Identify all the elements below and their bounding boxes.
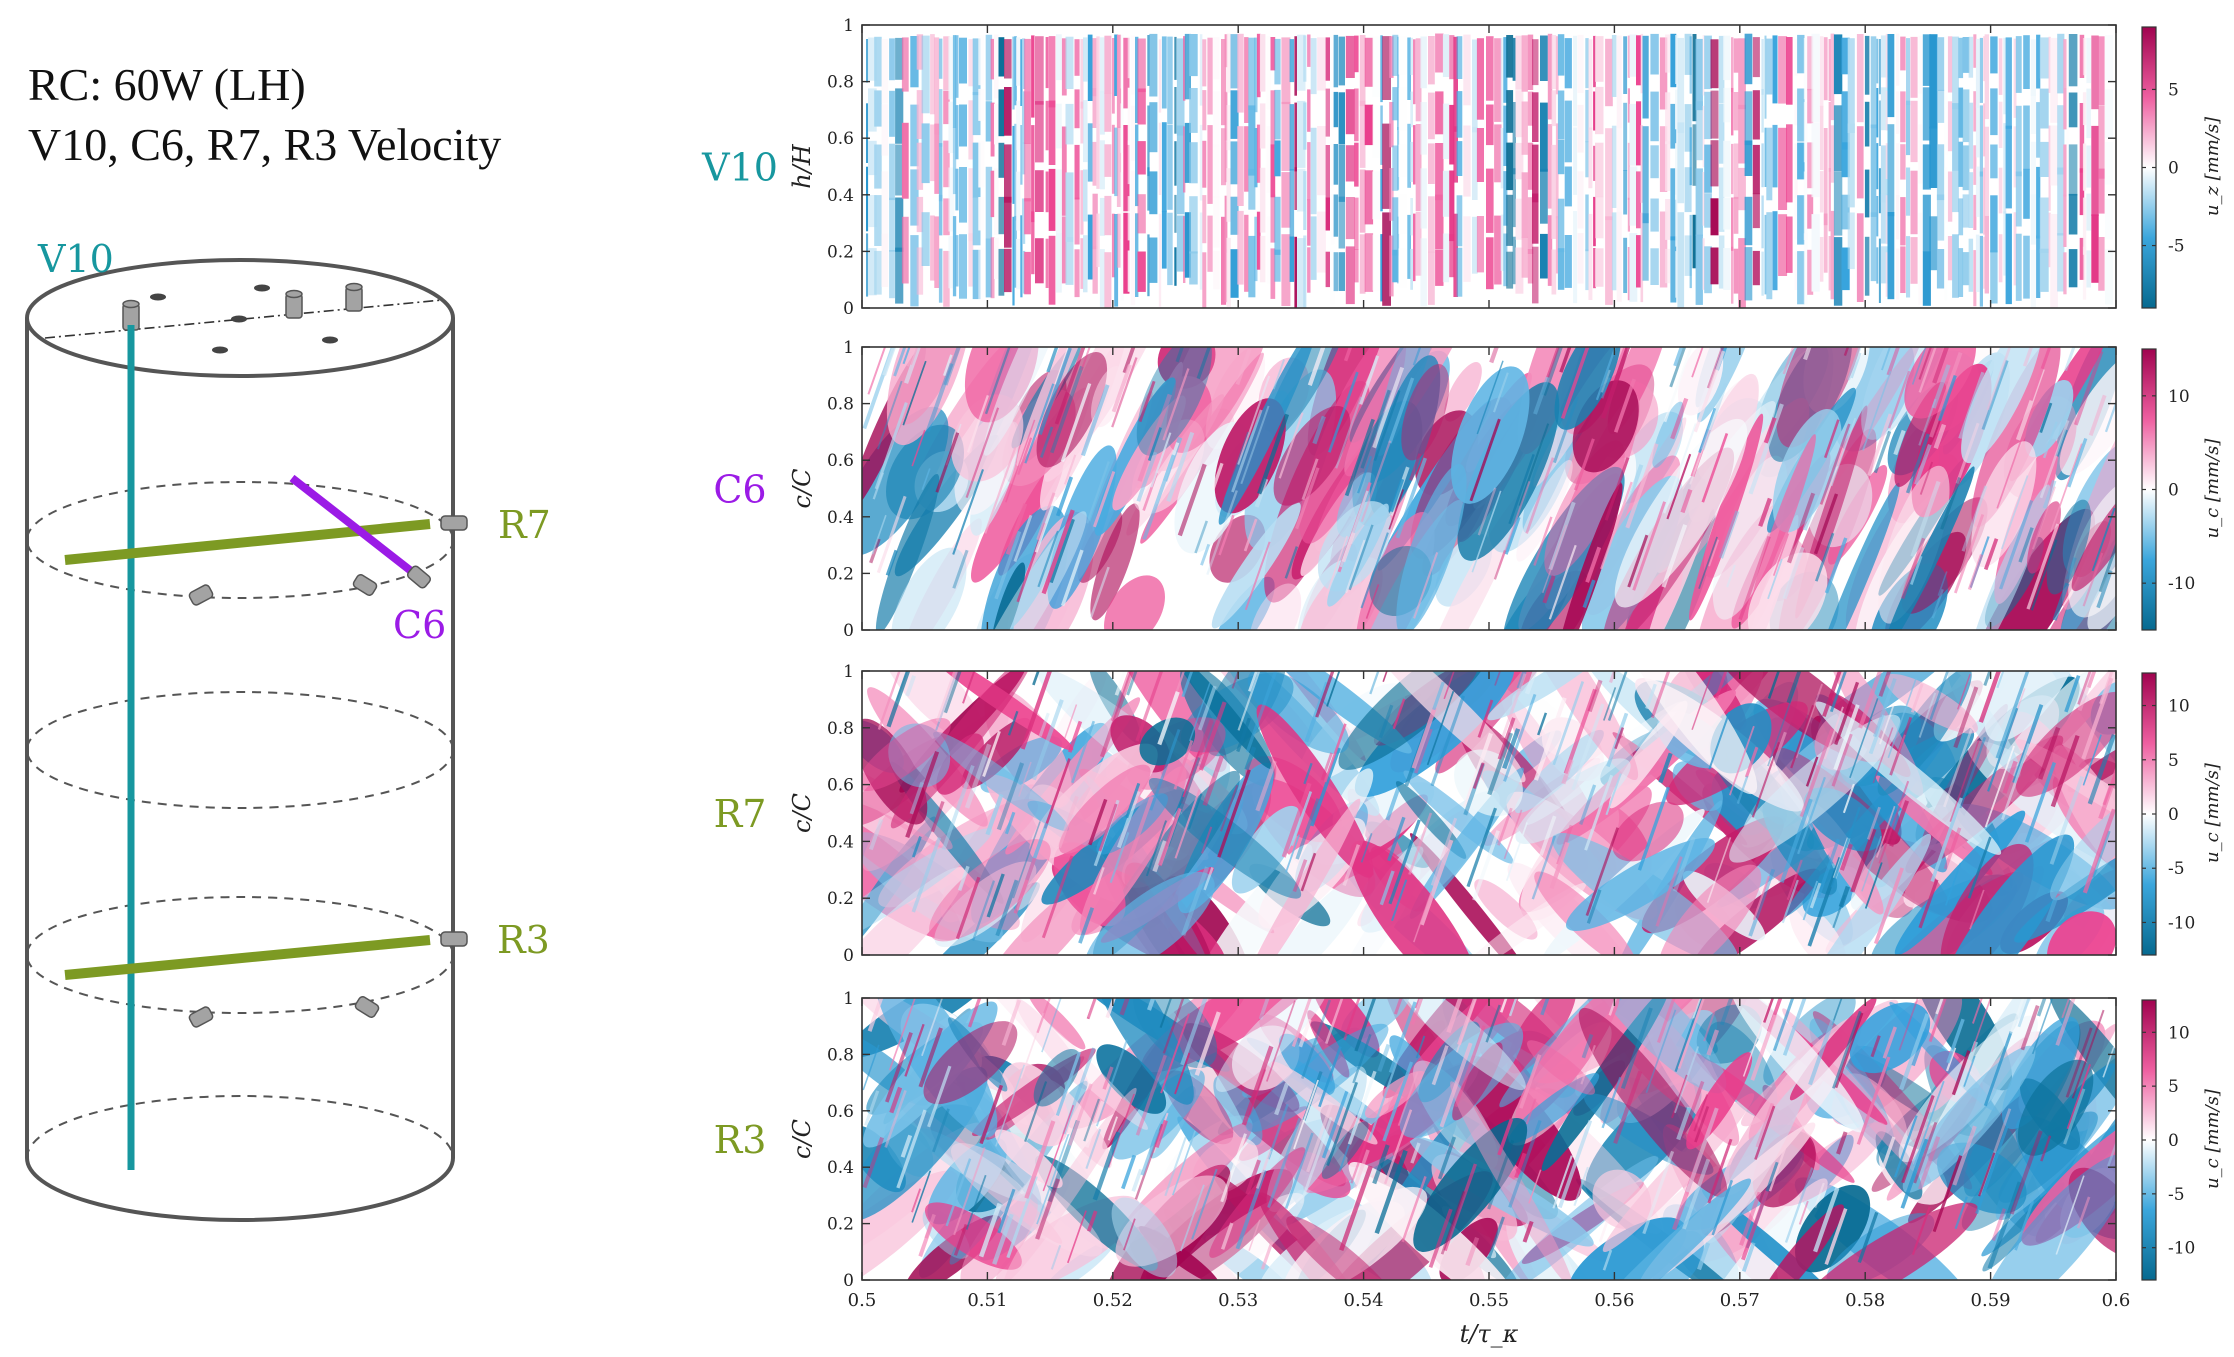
y-tick-label: 0.6 — [827, 1102, 854, 1122]
r3-line — [64, 935, 431, 980]
y-tick-label: 0 — [843, 621, 854, 641]
panel-name: R7 — [714, 792, 767, 836]
x-tick-label: 0.56 — [1594, 1290, 1634, 1311]
y-tick-label: 0.4 — [827, 1158, 854, 1178]
colorbar-tick-label: 5 — [2168, 1077, 2179, 1097]
y-tick-label: 0.2 — [827, 242, 854, 262]
colorbar-tick-label: -10 — [2168, 913, 2195, 933]
colorbar-tick-label: -10 — [2168, 574, 2195, 594]
y-tick-label: 0.4 — [827, 508, 854, 528]
panel-v10: 0 0.2 0.4 0.6 0.8 1 h/H V10 -5 0 5 u_z [mm/s] — [701, 16, 2223, 319]
colorbar-tick-label: 5 — [2168, 80, 2179, 100]
cylinder-bottom-front — [25, 1157, 455, 1222]
title-line-1: RC: 60W (LH) — [28, 59, 306, 110]
x-tick-label: 0.59 — [1971, 1290, 2011, 1311]
y-axis-label: c/C — [788, 793, 816, 833]
y-tick-label: 0.8 — [827, 719, 854, 739]
colorbar-tick-label: 10 — [2168, 387, 2190, 407]
panel-r3: 0 0.2 0.4 0.6 0.8 1 0.5 0.51 0.52 0.53 0.54 0.55 0.5… — [714, 989, 2223, 1348]
colorbar-tick-label: 0 — [2168, 159, 2179, 179]
x-tick-label: 0.52 — [1093, 1290, 1133, 1311]
colorbar-tick-label: -10 — [2168, 1239, 2195, 1259]
panel-r7: 0 0.2 0.4 0.6 0.8 1 c/C R7 -10 -5 0 5 10 u_c [mm/s] — [714, 662, 2223, 966]
colorbar-label: u_c [mm/s] — [2202, 438, 2223, 539]
colorbar-tick-label: -5 — [2168, 1185, 2185, 1205]
panel-c6: 0 0.2 0.4 0.6 0.8 1 c/C C6 -10 0 10 u_c [mm/s] — [713, 338, 2223, 641]
colorbar-label: u_z [mm/s] — [2202, 116, 2223, 216]
cylinder-body — [25, 318, 455, 1158]
cylinder-top — [25, 258, 455, 378]
y-tick-label: 0.4 — [827, 186, 854, 206]
panel-name: C6 — [713, 468, 766, 512]
heatmap-field — [862, 998, 2116, 1280]
x-tick-label: 0.6 — [2102, 1290, 2131, 1311]
x-tick-label: 0.51 — [967, 1290, 1007, 1311]
top-diameter-line — [44, 299, 443, 339]
y-tick-label: 0.6 — [827, 451, 854, 471]
y-tick-label: 0.6 — [827, 776, 854, 796]
cylinder-schematic: V10 R7 C6 R3 — [25, 237, 551, 1222]
y-tick-label: 0 — [843, 1271, 854, 1291]
r7-line — [64, 519, 431, 565]
x-tick-label: 0.5 — [848, 1290, 877, 1311]
colorbar-label: u_c [mm/s] — [2202, 762, 2223, 863]
colorbar-tick-label: 0 — [2168, 805, 2179, 825]
colorbar-tick-label: 0 — [2168, 481, 2179, 501]
colorbar-tick-label: -5 — [2168, 859, 2185, 879]
colorbar-tick-label: -5 — [2168, 237, 2185, 257]
y-axis-label: c/C — [788, 1119, 816, 1159]
label-c6: C6 — [393, 603, 446, 647]
colorbar-tick-label: 5 — [2168, 751, 2179, 771]
y-tick-label: 1 — [843, 989, 854, 1009]
y-tick-label: 0.2 — [827, 889, 854, 909]
x-tick-label: 0.57 — [1720, 1290, 1760, 1311]
x-axis-label: t/τ_κ — [1460, 1320, 1519, 1348]
title-line-2: V10, C6, R7, R3 Velocity — [28, 119, 502, 170]
colorbar-tick-label: 10 — [2168, 1023, 2190, 1043]
x-tick-label: 0.53 — [1218, 1290, 1258, 1311]
y-axis-label: h/H — [788, 143, 816, 189]
label-r7: R7 — [498, 503, 551, 547]
y-tick-label: 0.8 — [827, 73, 854, 93]
cylinder-bottom-back — [26, 1095, 454, 1159]
x-tick-label: 0.55 — [1469, 1290, 1509, 1311]
panel-name: R3 — [714, 1118, 767, 1162]
y-tick-label: 0.4 — [827, 832, 854, 852]
label-v10: V10 — [37, 237, 114, 281]
heatmap-field — [862, 671, 2116, 955]
y-tick-label: 0 — [843, 299, 854, 319]
x-tick-label: 0.54 — [1344, 1290, 1384, 1311]
y-tick-label: 1 — [843, 338, 854, 358]
x-tick-label: 0.58 — [1845, 1290, 1885, 1311]
c6-line — [289, 474, 423, 582]
colorbar-tick-label: 0 — [2168, 1131, 2179, 1151]
y-tick-label: 0.8 — [827, 395, 854, 415]
y-tick-label: 1 — [843, 16, 854, 36]
y-tick-label: 0.6 — [827, 129, 854, 149]
heatmap-field — [866, 33, 2113, 308]
heatmap-field — [862, 347, 2116, 630]
y-axis-label: c/C — [788, 469, 816, 509]
panel-name: V10 — [701, 146, 778, 190]
y-tick-label: 1 — [843, 662, 854, 682]
y-tick-label: 0.2 — [827, 1215, 854, 1235]
y-tick-label: 0 — [843, 946, 854, 966]
colorbar-label: u_c [mm/s] — [2202, 1088, 2223, 1189]
y-tick-label: 0.8 — [827, 1045, 854, 1065]
y-tick-label: 0.2 — [827, 564, 854, 584]
label-r3: R3 — [497, 918, 550, 962]
colorbar-tick-label: 10 — [2168, 697, 2190, 717]
